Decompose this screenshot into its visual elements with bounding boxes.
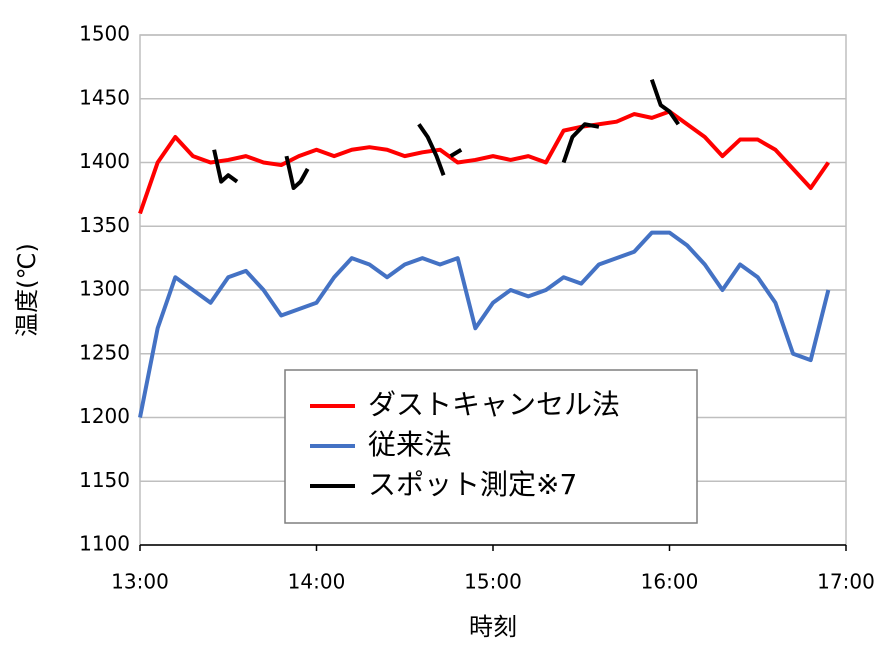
y-tick-label: 1450 — [79, 85, 130, 109]
x-tick-label: 17:00 — [817, 570, 875, 594]
y-tick-label: 1500 — [79, 22, 130, 46]
y-tick-label: 1250 — [79, 340, 130, 364]
y-tick-label: 1150 — [79, 468, 130, 492]
series-line — [138, 230, 831, 418]
series-line — [212, 78, 680, 190]
x-tick-label: 13:00 — [111, 570, 169, 594]
x-tick-label: 16:00 — [641, 570, 699, 594]
legend-label: スポット測定※7 — [368, 468, 577, 501]
y-axis-label: 温度(℃) — [13, 243, 41, 337]
y-tick-label: 1200 — [79, 404, 130, 428]
y-tick-label: 1100 — [79, 532, 130, 556]
legend-label: ダストキャンセル法 — [368, 388, 620, 421]
x-tick-label: 15:00 — [464, 570, 522, 594]
x-tick-label: 14:00 — [288, 570, 346, 594]
legend-label: 従来法 — [368, 428, 452, 461]
y-tick-label: 1300 — [79, 277, 130, 301]
x-axis-label: 時刻 — [469, 613, 517, 641]
y-tick-label: 1350 — [79, 213, 130, 237]
series-line — [138, 109, 830, 215]
y-tick-label: 1400 — [79, 149, 130, 173]
